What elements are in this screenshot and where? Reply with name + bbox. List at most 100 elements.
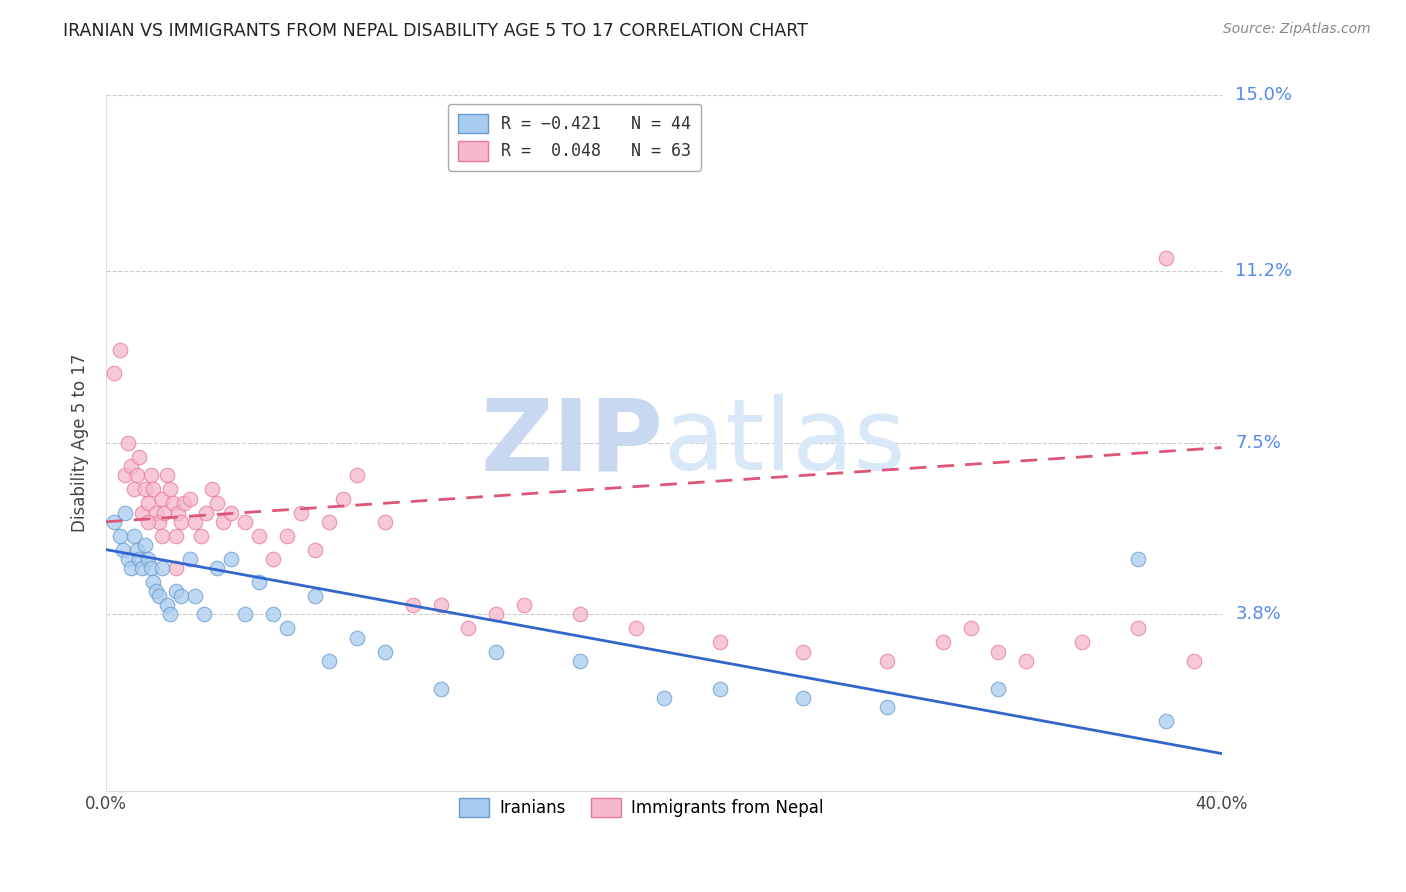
Point [374,644,396,658]
Point [485,644,508,658]
Point [959,621,981,635]
Point [131,561,153,575]
Point [165,529,187,543]
Point [150,529,173,543]
Point [212,515,235,529]
Point [1154,251,1177,265]
Point [117,436,139,450]
Point [165,584,187,599]
Point [156,598,179,612]
Point [318,515,340,529]
Point [125,468,148,483]
Point [429,598,451,612]
Point [318,654,340,668]
Point [987,681,1010,696]
Y-axis label: Disability Age 5 to 17: Disability Age 5 to 17 [72,354,89,533]
Point [402,598,425,612]
Point [652,690,675,705]
Text: Source: ZipAtlas.com: Source: ZipAtlas.com [1223,22,1371,37]
Point [142,483,165,497]
Point [193,607,215,622]
Point [876,700,898,714]
Point [122,483,145,497]
Point [569,654,592,668]
Point [114,468,136,483]
Legend: Iranians, Immigrants from Nepal: Iranians, Immigrants from Nepal [453,791,830,824]
Point [148,589,170,603]
Point [262,607,284,622]
Point [262,552,284,566]
Point [125,542,148,557]
Point [207,496,229,510]
Point [1071,635,1094,649]
Point [162,496,184,510]
Text: 7.5%: 7.5% [1236,434,1281,452]
Point [117,552,139,566]
Point [179,552,201,566]
Point [1154,714,1177,728]
Point [108,343,131,358]
Point [332,491,354,506]
Point [145,506,167,520]
Point [150,561,173,575]
Point [235,607,257,622]
Point [1182,654,1205,668]
Point [103,367,125,381]
Point [131,506,153,520]
Point [111,542,134,557]
Point [221,506,243,520]
Point [170,515,193,529]
Point [139,468,162,483]
Point [1015,654,1038,668]
Point [134,538,156,552]
Point [108,529,131,543]
Point [247,575,270,590]
Point [931,635,953,649]
Point [114,506,136,520]
Point [513,598,536,612]
Point [156,468,179,483]
Point [136,515,159,529]
Point [876,654,898,668]
Point [159,483,181,497]
Point [159,607,181,622]
Point [190,529,212,543]
Text: 3.8%: 3.8% [1236,606,1281,624]
Point [569,607,592,622]
Point [1126,621,1149,635]
Point [184,515,207,529]
Point [304,542,326,557]
Point [195,506,218,520]
Point [346,631,368,645]
Point [1126,552,1149,566]
Point [207,561,229,575]
Point [221,552,243,566]
Text: ZIP: ZIP [481,394,664,491]
Point [429,681,451,696]
Point [153,506,176,520]
Point [120,561,142,575]
Text: 11.2%: 11.2% [1236,262,1292,280]
Point [136,496,159,510]
Point [165,561,187,575]
Text: IRANIAN VS IMMIGRANTS FROM NEPAL DISABILITY AGE 5 TO 17 CORRELATION CHART: IRANIAN VS IMMIGRANTS FROM NEPAL DISABIL… [63,22,808,40]
Point [201,483,224,497]
Point [374,515,396,529]
Point [148,515,170,529]
Point [128,450,150,464]
Point [145,584,167,599]
Point [792,690,814,705]
Point [173,496,195,510]
Point [150,491,173,506]
Point [103,515,125,529]
Point [485,607,508,622]
Point [184,589,207,603]
Text: atlas: atlas [664,394,905,491]
Point [136,552,159,566]
Point [304,589,326,603]
Text: 15.0%: 15.0% [1236,87,1292,104]
Point [235,515,257,529]
Point [179,491,201,506]
Point [346,468,368,483]
Point [167,506,190,520]
